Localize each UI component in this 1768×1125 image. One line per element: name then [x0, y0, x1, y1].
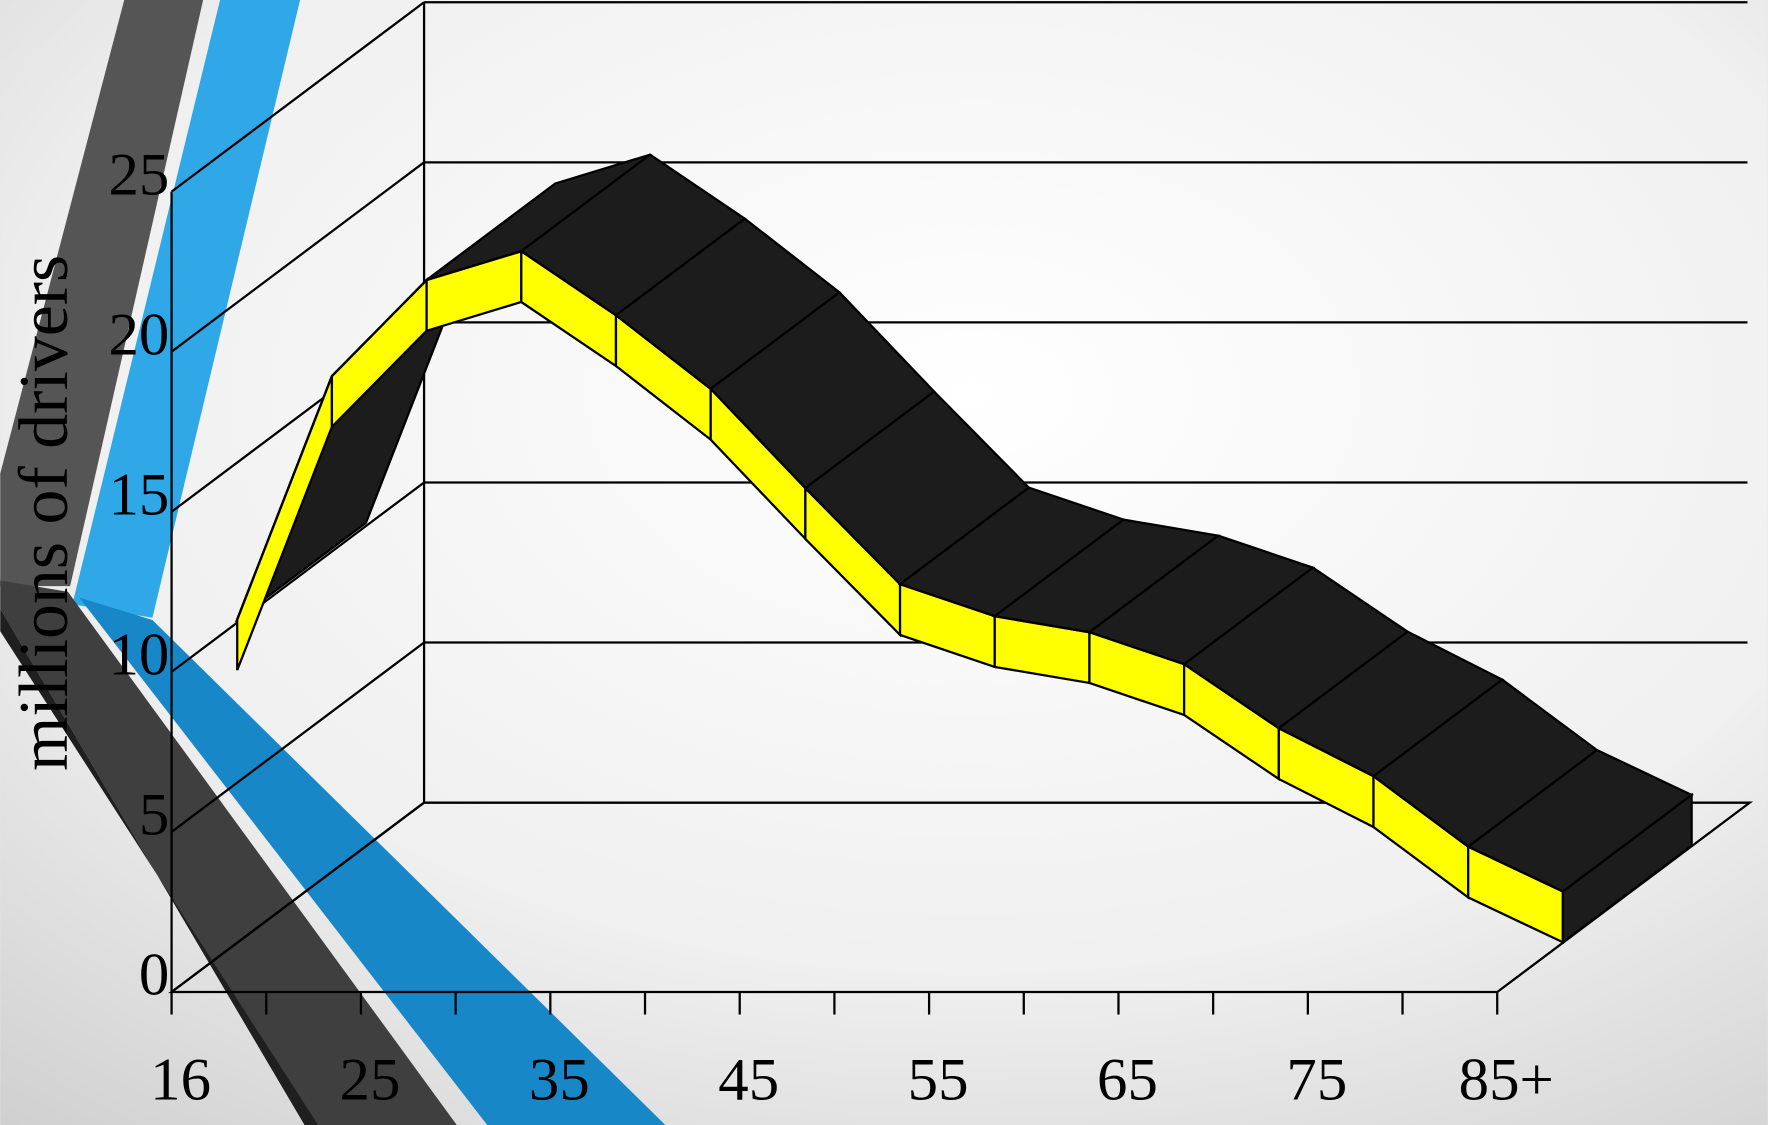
x-tick-label: 65 — [1097, 1047, 1158, 1114]
grid-line-side — [170, 1, 425, 193]
y-tick-label: 0 — [139, 942, 169, 1009]
stripe-blue — [72, 0, 301, 618]
y-tick-label: 25 — [108, 141, 169, 208]
x-tick-label: 75 — [1286, 1047, 1347, 1114]
y-tick-label: 20 — [108, 301, 169, 368]
stripe-dark — [0, 0, 204, 587]
ribbon-end — [1561, 792, 1693, 945]
y-tick-label: 5 — [139, 782, 169, 849]
plot — [168, 1, 1754, 1015]
grid-line-side — [170, 801, 425, 993]
grid-line-side — [170, 161, 425, 353]
y-tick-label: 10 — [108, 622, 169, 689]
stripe-dark-low — [0, 580, 457, 1125]
ribbon-edge — [236, 250, 1564, 893]
x-tick-label: 45 — [718, 1047, 779, 1114]
x-tick-label: 16 — [150, 1047, 211, 1114]
y-axis-title: millions of drivers — [6, 255, 83, 771]
ribbon — [234, 153, 1694, 945]
x-tick-label: 25 — [340, 1047, 401, 1114]
x-tick-label: 55 — [908, 1047, 969, 1114]
x-tick-label: 35 — [529, 1047, 590, 1114]
grid-line-side — [170, 481, 425, 673]
y-tick-label: 15 — [108, 461, 169, 528]
grid-line-side — [170, 641, 425, 833]
x-tick-label: 85+ — [1459, 1047, 1554, 1114]
